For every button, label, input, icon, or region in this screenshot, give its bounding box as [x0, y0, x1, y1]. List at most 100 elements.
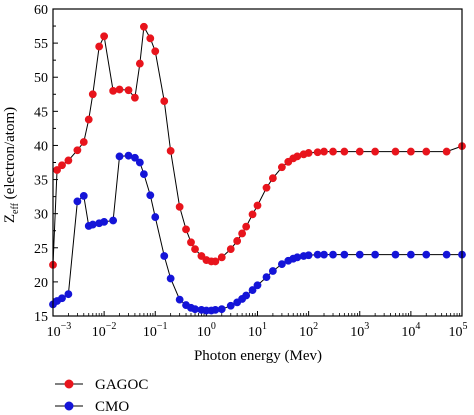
data-point	[217, 253, 226, 262]
data-point	[58, 161, 66, 170]
data-point	[262, 273, 271, 282]
data-point	[355, 250, 364, 259]
data-point	[422, 147, 431, 156]
data-point	[197, 252, 206, 260]
y-tick-label: 25	[34, 242, 48, 257]
data-point	[73, 146, 82, 155]
data-point	[109, 216, 118, 225]
y-tick-label: 50	[34, 71, 48, 86]
x-axis-title: Photon energy (Mev)	[194, 348, 322, 364]
data-point	[88, 220, 97, 229]
data-point	[277, 260, 286, 269]
data-point	[442, 250, 451, 259]
data-point	[391, 250, 400, 259]
data-point	[442, 147, 451, 156]
series-layer	[49, 22, 466, 315]
data-point	[124, 86, 133, 95]
data-point	[253, 281, 262, 290]
data-point	[320, 250, 328, 259]
x-tick-label: 105	[449, 321, 468, 340]
data-point	[135, 59, 144, 68]
data-point	[73, 197, 82, 206]
legend: GAGOC CMO	[55, 377, 148, 415]
data-point	[422, 250, 431, 259]
data-point	[175, 202, 184, 211]
legend-label: CMO	[95, 399, 129, 415]
data-point	[100, 217, 109, 226]
data-point	[151, 47, 160, 56]
data-point	[160, 97, 169, 105]
data-point	[140, 170, 148, 178]
data-point	[268, 174, 277, 183]
data-point	[304, 149, 313, 157]
series-gagoc	[49, 22, 466, 269]
y-axis-title-main: Z	[2, 214, 18, 223]
data-point	[115, 85, 124, 94]
y-tick-label: 15	[34, 310, 48, 325]
series-cmo	[49, 151, 466, 315]
data-point	[191, 305, 199, 314]
data-point	[262, 183, 271, 192]
data-point	[115, 152, 124, 161]
series-line	[52, 25, 463, 265]
legend-marker	[64, 401, 74, 411]
data-point	[406, 250, 415, 259]
y-axis-title: Zeff (electron/atom)	[2, 107, 21, 223]
data-point	[146, 34, 155, 43]
data-point	[88, 90, 97, 99]
data-point	[277, 163, 286, 172]
data-point	[248, 210, 257, 219]
legend-item: CMO	[55, 399, 129, 415]
data-point	[187, 238, 195, 247]
data-point	[79, 192, 88, 200]
data-point	[406, 147, 415, 156]
data-point	[293, 253, 302, 262]
data-point	[131, 153, 139, 162]
x-tick-label: 10−2	[92, 321, 117, 340]
data-point	[211, 305, 220, 314]
data-point	[253, 201, 262, 210]
y-tick-label: 30	[34, 208, 48, 223]
data-point	[79, 138, 88, 146]
data-point	[233, 237, 242, 245]
y-tick-label: 35	[34, 174, 48, 189]
data-point	[242, 222, 251, 231]
y-tick-label: 20	[34, 276, 48, 291]
data-point	[100, 32, 109, 41]
data-point	[355, 147, 364, 156]
data-point	[211, 257, 220, 266]
y-axis-title-rest: (electron/atom)	[2, 107, 18, 203]
tick-labels: 15 20 25 30 35 40 45 50 55 60 10−3 10−2 10−1 100 101 10…	[34, 3, 468, 340]
data-point	[140, 22, 148, 31]
data-point	[371, 147, 380, 156]
x-tick-label: 101	[248, 321, 267, 340]
data-point	[191, 245, 199, 254]
data-point	[226, 245, 235, 254]
data-point	[166, 147, 175, 155]
data-point	[182, 225, 190, 234]
data-point	[340, 250, 349, 259]
legend-marker	[64, 379, 74, 389]
data-point	[313, 148, 322, 157]
y-tick-label: 40	[34, 139, 48, 154]
x-tick-label: 104	[401, 321, 420, 340]
data-point	[175, 295, 184, 304]
data-point	[151, 213, 160, 221]
data-point	[131, 93, 139, 102]
data-point	[242, 291, 251, 300]
data-point	[268, 267, 277, 275]
x-tick-label: 10−1	[143, 321, 168, 340]
x-tick-label: 100	[197, 321, 216, 340]
y-tick-label: 45	[34, 105, 48, 120]
plot-frame	[52, 8, 463, 317]
data-point	[58, 294, 66, 303]
x-tick-label: 10−3	[47, 321, 72, 340]
tick-marks	[52, 8, 463, 317]
data-point	[248, 286, 257, 294]
data-point	[304, 251, 313, 260]
y-tick-label: 60	[34, 3, 48, 18]
y-axis-title-sub: eff	[10, 202, 21, 214]
data-point	[166, 274, 175, 283]
data-point	[135, 158, 144, 167]
